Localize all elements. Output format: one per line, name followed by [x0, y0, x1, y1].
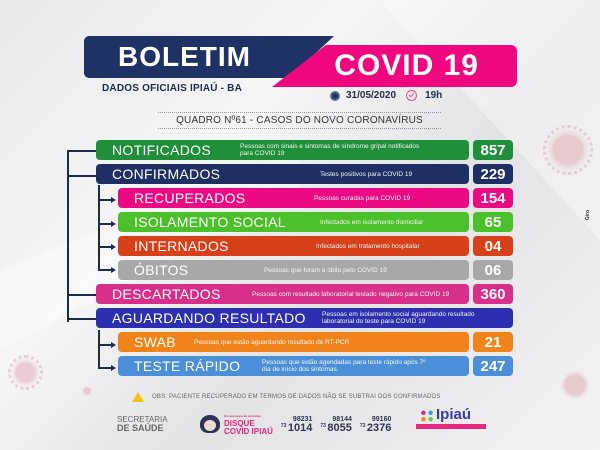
- row-confirmados: CONFIRMADOS Testes positivos para COVID …: [96, 164, 513, 184]
- row-label: CONFIRMADOS: [112, 166, 221, 182]
- arrow-icon: [111, 197, 116, 203]
- phone-part2: 8055: [327, 421, 352, 434]
- phone-part1: 98231: [292, 415, 313, 423]
- logo-name: Ipiaú: [436, 406, 472, 423]
- virus-decoration-icon: [82, 386, 92, 396]
- row-label: TESTE RÁPIDO: [134, 358, 241, 374]
- arrow-icon: [111, 365, 116, 371]
- tree-line: [98, 367, 112, 369]
- row-swab: SWAB Pessoas que estão aguardando result…: [118, 332, 513, 352]
- row-description: Pessoas que foram a óbito pelo COVID 19: [264, 266, 387, 274]
- row-value: 06: [473, 260, 513, 280]
- tree-line: [98, 223, 112, 225]
- row-value: 65: [473, 212, 513, 232]
- disque-small: Em presença de sintomas: [224, 414, 262, 418]
- row-description: Pessoas em isolamento social aguardando …: [322, 311, 475, 325]
- title-boletim: BOLETIM: [84, 36, 334, 78]
- logo-strip: [416, 424, 486, 429]
- warning-icon: [132, 392, 144, 402]
- tree-line: [98, 246, 112, 248]
- row-label: SWAB: [134, 334, 176, 350]
- row-description: Testes positivos para COVID 19: [320, 170, 413, 178]
- disque-text: Em presença de sintomas DISQUE COVID IPI…: [224, 412, 273, 436]
- row-internados: INTERNADOS Infectados em tratamento hosp…: [118, 236, 513, 256]
- row-label: DESCARTADOS: [112, 286, 221, 302]
- subtitle: DADOS OFICIAIS IPIAÚ - BA: [102, 83, 243, 94]
- row-isolamento-social: ISOLAMENTO SOCIAL Infectados em isolamen…: [118, 212, 513, 232]
- row-value: 21: [473, 332, 513, 352]
- phone-part2: 1014: [287, 421, 313, 434]
- arrow-icon: [111, 221, 116, 227]
- virus-decoration-icon: [8, 355, 43, 390]
- row-value: 857: [473, 140, 513, 160]
- row-label: NOTIFICADOS: [112, 142, 211, 158]
- date-text: 31/05/2020: [346, 90, 397, 101]
- row-label: ISOLAMENTO SOCIAL: [134, 214, 286, 230]
- row-notificados: NOTIFICADOS Pessoas com sinais e sintoma…: [96, 140, 513, 160]
- row-label: ÓBITOS: [134, 262, 189, 278]
- tree-line: [67, 150, 97, 152]
- logo-people-icon: [418, 408, 436, 424]
- tree-line: [67, 150, 69, 322]
- row-label: INTERNADOS: [134, 238, 229, 254]
- disque-covid: Em presença de sintomas DISQUE COVID IPI…: [200, 412, 391, 436]
- tree-line: [67, 318, 97, 320]
- row-label: AGUARDANDO RESULTADO: [112, 310, 306, 326]
- time-text: 19h: [425, 90, 443, 101]
- tree-line: [98, 269, 112, 271]
- tree-line: [98, 199, 112, 201]
- row-value: 154: [473, 188, 513, 208]
- phone-ddd: 73: [359, 422, 366, 429]
- secretaria-logo: SECRETARIA DE SAÚDE: [117, 415, 168, 433]
- arrow-icon: [111, 342, 116, 348]
- secretaria-line2: DE SAÚDE: [117, 423, 164, 433]
- virus-decoration-icon: [543, 125, 593, 175]
- row-value: 229: [473, 164, 513, 184]
- row-label: RECUPERADOS: [134, 190, 246, 206]
- row-value: 04: [473, 236, 513, 256]
- row-description: Infectados em isolamento domiciliar: [320, 218, 424, 226]
- clock-icon: [406, 90, 418, 101]
- disque-line1: DISQUE: [224, 419, 255, 428]
- row-description: Pessoas que estão agendadas para teste r…: [262, 359, 426, 373]
- tree-line: [98, 185, 100, 271]
- row-value: 360: [473, 284, 513, 304]
- phone-part1: 99160: [371, 415, 392, 423]
- tree-line: [67, 294, 97, 296]
- ipiau-logo: Ipiaú: [416, 406, 486, 429]
- row-description: Pessoas com resultado laboratorial testa…: [252, 290, 450, 298]
- row-teste-rapido: TESTE RÁPIDO Pessoas que estão agendadas…: [118, 356, 513, 376]
- attendant-icon: [200, 415, 220, 433]
- phone-number: 73 98231 1014: [280, 415, 313, 434]
- watermark: Giro: [585, 209, 592, 221]
- phone-number: 73 99160 2376: [359, 415, 392, 434]
- virus-decoration-icon: [560, 370, 590, 400]
- tree-line: [98, 330, 100, 369]
- tree-line: [98, 344, 112, 346]
- secretaria-line1: SECRETARIA: [117, 415, 168, 424]
- quadro-title: QUADRO Nº61 - CASOS DO NOVO CORONAVÍRUS: [158, 112, 441, 129]
- phone-part1: 98144: [332, 415, 352, 423]
- observation-text: OBS: PACIENTE RECUPERADO EM TERMOS DE DA…: [152, 394, 441, 400]
- phone-number: 73 98144 8055: [320, 415, 352, 434]
- row-obitos: ÓBITOS Pessoas que foram a óbito pelo CO…: [118, 260, 513, 280]
- row-description: Pessoas que estão aguardando resultado d…: [194, 338, 350, 346]
- phone-part2: 2376: [366, 421, 392, 434]
- calendar-icon: [330, 90, 340, 101]
- arrow-icon: [111, 267, 116, 273]
- observation-note: OBS: PACIENTE RECUPERADO EM TERMOS DE DA…: [132, 392, 441, 402]
- tree-line: [67, 175, 97, 177]
- row-description: Pessoas curadas para COVID 19: [314, 194, 411, 202]
- row-description: Infectados em tratamento hospitalar: [316, 242, 420, 250]
- row-recuperados: RECUPERADOS Pessoas curadas para COVID 1…: [118, 188, 513, 208]
- row-aguardando-resultado: AGUARDANDO RESULTADO Pessoas em isolamen…: [96, 308, 513, 328]
- date-time-bar: 31/05/2020 19h: [330, 90, 442, 101]
- row-value: 247: [473, 356, 513, 376]
- disque-line2: COVID IPIAÚ: [224, 427, 273, 436]
- arrow-icon: [111, 244, 116, 250]
- row-descartados: DESCARTADOS Pessoas com resultado labora…: [96, 284, 513, 304]
- phone-ddd: 73: [320, 422, 326, 429]
- row-description: Pessoas com sinais e sintomas de síndrom…: [240, 143, 420, 157]
- phone-ddd: 73: [280, 422, 287, 429]
